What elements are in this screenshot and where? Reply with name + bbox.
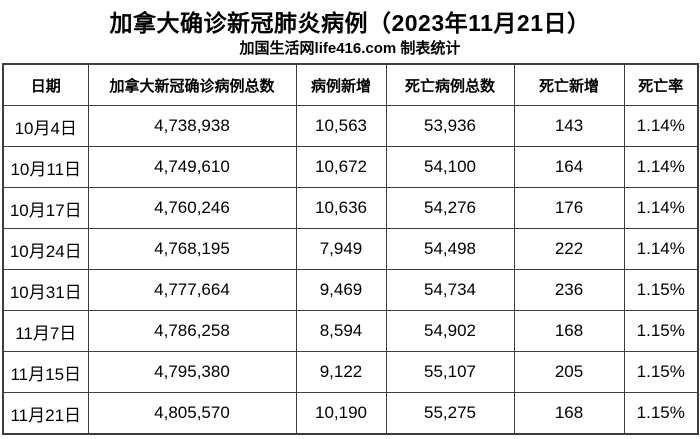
cell-new-cases: 9,469 [295, 269, 387, 311]
table-row: 10月31日 4,777,664 9,469 54,734 236 1.15% [2, 269, 699, 311]
cell-date: 10月31日 [2, 269, 89, 311]
cell-date: 10月4日 [2, 105, 89, 147]
cell-total-deaths: 53,936 [385, 105, 515, 147]
cell-new-cases: 9,122 [295, 351, 387, 393]
cell-death-rate: 1.14% [623, 187, 699, 229]
cell-total-cases: 4,805,570 [87, 392, 297, 435]
cell-new-cases: 10,563 [295, 105, 387, 147]
header-cell-total-deaths: 死亡病例总数 [385, 63, 515, 106]
cell-total-deaths: 54,100 [385, 146, 515, 188]
page-subtitle: 加国生活网life416.com 制表统计 [239, 40, 461, 57]
cell-total-cases: 4,768,195 [87, 228, 297, 270]
table-row: 11月21日 4,805,570 10,190 55,275 168 1.15% [2, 392, 699, 435]
cell-death-rate: 1.15% [623, 392, 699, 435]
cell-total-deaths: 54,734 [385, 269, 515, 311]
cell-new-deaths: 176 [513, 187, 625, 229]
cell-total-deaths: 55,275 [385, 392, 515, 435]
cell-death-rate: 1.14% [623, 105, 699, 147]
cell-death-rate: 1.15% [623, 351, 699, 393]
header-cell-death-rate: 死亡率 [623, 63, 699, 106]
cell-new-cases: 8,594 [295, 310, 387, 352]
cell-death-rate: 1.15% [623, 310, 699, 352]
table-row: 10月11日 4,749,610 10,672 54,100 164 1.14% [2, 146, 699, 188]
header-cell-total-cases: 加拿大新冠确诊病例总数 [87, 63, 297, 106]
cell-new-deaths: 236 [513, 269, 625, 311]
cell-total-deaths: 55,107 [385, 351, 515, 393]
table-row: 10月17日 4,760,246 10,636 54,276 176 1.14% [2, 187, 699, 229]
table-header-row: 日期 加拿大新冠确诊病例总数 病例新增 死亡病例总数 死亡新增 死亡率 [2, 63, 699, 106]
header-cell-new-deaths: 死亡新增 [513, 63, 625, 106]
cell-new-deaths: 164 [513, 146, 625, 188]
cell-new-cases: 10,636 [295, 187, 387, 229]
covid-stats-table: 日期 加拿大新冠确诊病例总数 病例新增 死亡病例总数 死亡新增 死亡率 10月4… [2, 63, 699, 435]
cell-new-deaths: 143 [513, 105, 625, 147]
cell-death-rate: 1.14% [623, 146, 699, 188]
cell-new-cases: 10,190 [295, 392, 387, 435]
cell-date: 10月24日 [2, 228, 89, 270]
cell-new-deaths: 222 [513, 228, 625, 270]
cell-death-rate: 1.14% [623, 228, 699, 270]
header-cell-new-cases: 病例新增 [295, 63, 387, 106]
cell-total-cases: 4,749,610 [87, 146, 297, 188]
cell-total-deaths: 54,902 [385, 310, 515, 352]
cell-new-deaths: 168 [513, 310, 625, 352]
cell-total-cases: 4,786,258 [87, 310, 297, 352]
cell-date: 11月7日 [2, 310, 89, 352]
table-row: 11月15日 4,795,380 9,122 55,107 205 1.15% [2, 351, 699, 393]
table-row: 10月4日 4,738,938 10,563 53,936 143 1.14% [2, 105, 699, 147]
cell-total-deaths: 54,498 [385, 228, 515, 270]
page-title: 加拿大确诊新冠肺炎病例（2023年11月21日） [109, 10, 591, 36]
cell-total-cases: 4,738,938 [87, 105, 297, 147]
header-cell-date: 日期 [2, 63, 89, 106]
table-row: 11月7日 4,786,258 8,594 54,902 168 1.15% [2, 310, 699, 352]
cell-new-deaths: 205 [513, 351, 625, 393]
table-row: 10月24日 4,768,195 7,949 54,498 222 1.14% [2, 228, 699, 270]
cell-death-rate: 1.15% [623, 269, 699, 311]
cell-new-cases: 7,949 [295, 228, 387, 270]
cell-date: 11月15日 [2, 351, 89, 393]
cell-total-cases: 4,760,246 [87, 187, 297, 229]
cell-date: 10月11日 [2, 146, 89, 188]
cell-date: 10月17日 [2, 187, 89, 229]
cell-total-cases: 4,795,380 [87, 351, 297, 393]
cell-new-deaths: 168 [513, 392, 625, 435]
cell-total-deaths: 54,276 [385, 187, 515, 229]
cell-new-cases: 10,672 [295, 146, 387, 188]
cell-total-cases: 4,777,664 [87, 269, 297, 311]
cell-date: 11月21日 [2, 392, 89, 435]
